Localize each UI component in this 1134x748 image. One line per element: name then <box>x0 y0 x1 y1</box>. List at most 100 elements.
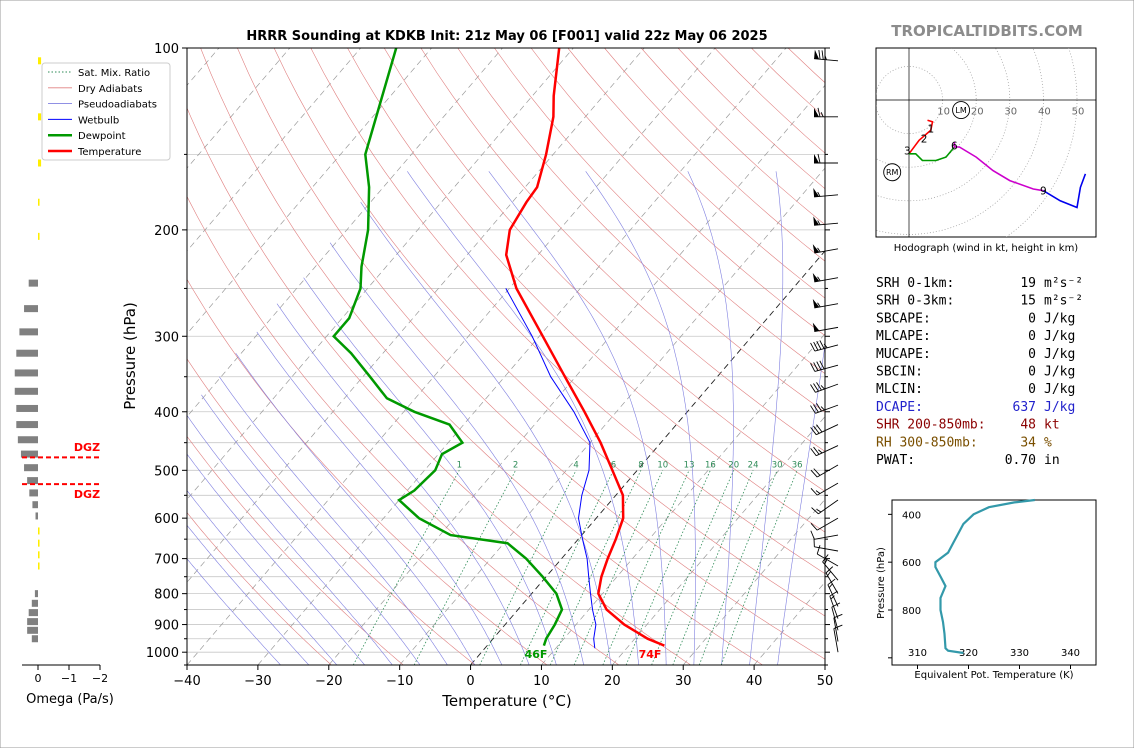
parameter-unit: J/kg <box>1044 400 1075 415</box>
dgz-label-bottom: DGZ <box>74 488 100 501</box>
hodograph-height-label: 9 <box>1040 186 1047 198</box>
parameter-value: 0 <box>1028 382 1036 397</box>
isotherm-line <box>257 48 787 665</box>
omega-bar <box>38 57 42 65</box>
x-tick-label: −20 <box>315 674 342 689</box>
omega-bar <box>38 198 40 206</box>
omega-tick-label: 0 <box>35 672 42 685</box>
x-tick-label: −30 <box>244 674 271 689</box>
wind-barb <box>812 273 839 283</box>
wind-barb <box>822 554 839 581</box>
p-tick-label: 1000 <box>146 646 179 661</box>
omega-bar <box>38 232 40 240</box>
parameter-row: SRH 0-1km: 19 m²s⁻² <box>876 276 1083 291</box>
wind-barb <box>811 499 839 515</box>
wind-barb <box>831 602 841 631</box>
storm-motion-label: RM <box>886 168 899 177</box>
parameter-row: MLCAPE: 0 J/kg <box>876 329 1075 344</box>
wetbulb-profile <box>505 288 597 649</box>
dgz-label-top: DGZ <box>74 441 100 454</box>
x-tick-label: −40 <box>173 674 200 689</box>
p-tick-label: 200 <box>154 224 179 239</box>
mixing-ratio-line <box>625 470 711 665</box>
dry-adiabat <box>187 512 332 665</box>
x-tick-label: 10 <box>533 674 550 689</box>
isotherm-line <box>187 48 645 583</box>
skewt-xlabel: Temperature (°C) <box>441 692 571 710</box>
dry-adiabat <box>420 48 825 452</box>
wind-barb <box>810 464 839 478</box>
omega-bar <box>24 305 38 313</box>
wind-barbs <box>810 49 843 653</box>
mixing-ratio-label: 16 <box>705 460 716 470</box>
omega-bar <box>14 387 38 395</box>
dry-adiabat <box>187 195 620 665</box>
x-tick-label: 50 <box>817 674 834 689</box>
omega-tick-label: −1 <box>61 672 77 685</box>
wind-barb <box>810 517 839 531</box>
wind-barb <box>825 566 839 594</box>
temperature-profile <box>504 48 665 647</box>
dry-adiabat <box>187 278 548 665</box>
theta-e-xlabel: Equivalent Pot. Temperature (K) <box>914 670 1073 681</box>
theta-e-ylabel: Pressure (hPa) <box>876 547 887 619</box>
pseudoadiabat <box>360 202 612 665</box>
parameter-unit: m²s⁻² <box>1044 294 1083 309</box>
skewt-frame <box>186 47 826 666</box>
parameter-unit: kt <box>1044 418 1060 433</box>
omega-bar <box>31 635 38 643</box>
parameter-unit: in <box>1044 453 1060 468</box>
omega-bar <box>19 328 38 336</box>
p-tick-label: 700 <box>154 553 179 568</box>
mixing-ratio-line <box>479 470 577 665</box>
mixing-ratio-line <box>520 470 614 665</box>
parameter-value: 0 <box>1028 329 1036 344</box>
omega-bar <box>14 369 38 377</box>
theta-e-x-tick-label: 340 <box>1061 648 1080 659</box>
pseudoadiabat <box>187 453 365 665</box>
omega-bar <box>38 159 42 167</box>
wind-barb <box>812 244 839 254</box>
hodograph-height-label: 2 <box>921 134 928 146</box>
surface-temperature-label: 74F <box>639 648 662 661</box>
skewt-ylabel: Pressure (hPa) <box>121 302 139 410</box>
parameter-label: SBCAPE: <box>876 311 931 326</box>
p-tick-label: 500 <box>154 464 179 479</box>
wind-barb <box>814 107 838 118</box>
storm-motion-label: LM <box>955 106 966 115</box>
parameter-row: DCAPE: 637 J/kg <box>876 400 1075 415</box>
dry-adiabat <box>383 48 825 492</box>
theta-e-profile <box>934 498 1035 655</box>
parameter-label: MUCAPE: <box>876 347 931 362</box>
p-tick-label: 800 <box>154 588 179 603</box>
isotherm-line <box>541 333 825 665</box>
storm-motion-marker <box>883 163 902 182</box>
omega-bar <box>16 421 38 429</box>
omega-xlabel: Omega (Pa/s) <box>26 692 114 707</box>
omega-bar <box>20 450 38 458</box>
omega-bar <box>38 113 42 121</box>
hodograph-frame <box>875 47 1097 238</box>
parameter-label: RH 300-850mb: <box>876 435 978 450</box>
parameter-value: 637 <box>1013 400 1036 415</box>
parameter-value: 0 <box>1028 365 1036 380</box>
pseudoadiabat <box>407 171 639 665</box>
parameter-value: 15 <box>1020 294 1036 309</box>
dry-adiabat <box>237 48 825 660</box>
theta-e-y-tick-label: 600 <box>902 558 921 569</box>
x-tick-label: 30 <box>675 674 692 689</box>
parameter-label: SHR 200-850mb: <box>876 418 986 433</box>
x-tick-label: 40 <box>746 674 763 689</box>
pseudoadiabat <box>187 558 281 665</box>
wind-barb <box>816 545 839 567</box>
parameter-row: MUCAPE: 0 J/kg <box>876 347 1075 362</box>
wind-barb <box>812 322 839 332</box>
dry-adiabat <box>530 48 825 336</box>
omega-bar <box>16 404 38 412</box>
mixing-ratio-line <box>651 470 735 665</box>
parameter-value: 0 <box>1028 347 1036 362</box>
pseudoadiabat <box>488 171 667 665</box>
parameter-value: 34 <box>1020 435 1036 450</box>
p-tick-label: 400 <box>154 406 179 421</box>
